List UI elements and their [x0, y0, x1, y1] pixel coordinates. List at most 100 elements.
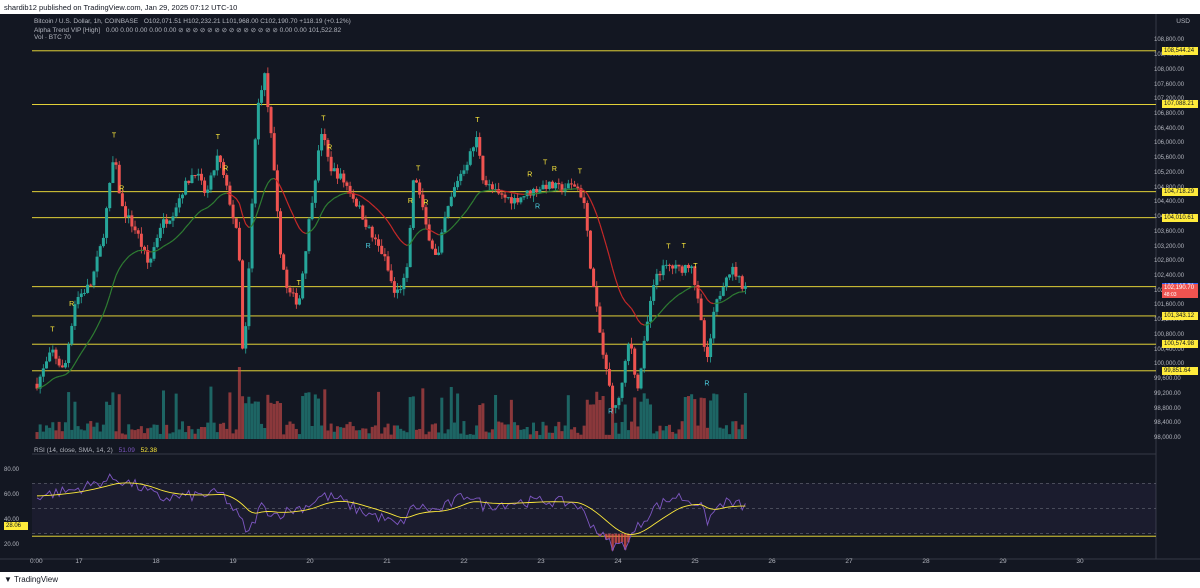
volume-bar: [130, 429, 134, 439]
volume-bar: [462, 421, 466, 439]
candle-body: [446, 206, 450, 217]
signal-marker-r: R: [552, 166, 557, 173]
alpha-trend-line: [371, 204, 376, 208]
volume-bar: [98, 431, 102, 439]
alpha-trend-line: [621, 296, 626, 303]
signal-marker-r: R: [69, 301, 74, 308]
candle-body: [105, 208, 109, 238]
candle-body: [171, 216, 175, 221]
candle-body: [92, 271, 96, 286]
volume-bar: [630, 421, 634, 439]
alpha-trend-line: [223, 192, 227, 195]
candle-body: [57, 358, 61, 366]
price-tick: 101,600.00: [1154, 302, 1185, 309]
signal-marker-r: R: [527, 171, 532, 178]
alpha-trend-line: [593, 206, 598, 215]
candle-body: [203, 180, 207, 193]
footer-brand: TradingView: [14, 575, 59, 584]
candle-body: [579, 188, 583, 198]
alpha-trend-line: [710, 302, 714, 305]
volume-bar: [139, 426, 143, 439]
candle-body: [576, 186, 580, 189]
alpha-trend-line: [102, 305, 108, 315]
candle-body: [585, 203, 589, 231]
volume-bar: [563, 425, 567, 439]
volume-bar: [177, 429, 181, 439]
alpha-trend-line: [653, 315, 658, 321]
candle-body: [588, 230, 592, 269]
volume-bar: [532, 422, 536, 439]
candle-body: [437, 252, 441, 255]
volume-bar: [740, 424, 744, 439]
candle-body: [544, 184, 548, 189]
volume-bar: [465, 434, 469, 439]
candle-body: [354, 198, 358, 207]
candle-body: [392, 281, 396, 293]
volume-bar: [70, 429, 74, 439]
volume-bar: [731, 421, 735, 439]
volume-bar: [203, 427, 207, 439]
candle-body: [598, 306, 602, 333]
key-level-label: 99,851.64: [1162, 366, 1198, 375]
alpha-trend-line: [586, 193, 591, 201]
volume-bar: [152, 424, 156, 439]
current-price-label: 102,190.70: [1162, 284, 1198, 292]
legend-symbol[interactable]: Bitcoin / U.S. Dollar, 1h, COINBASE: [34, 18, 139, 25]
alpha-trend-line: [400, 240, 405, 245]
volume-bar: [506, 424, 510, 439]
volume-bar: [497, 421, 501, 439]
volume-bar: [60, 431, 64, 439]
candle-body: [411, 180, 415, 228]
legend-symbol-row: Bitcoin / U.S. Dollar, 1h, COINBASE O102…: [34, 18, 355, 25]
alpha-trend-line: [226, 192, 231, 195]
currency-label[interactable]: USD: [1176, 18, 1190, 25]
time-tick: 25: [691, 558, 699, 565]
alpha-trend-line: [694, 286, 699, 289]
candle-body: [620, 382, 624, 398]
candle-body: [639, 368, 643, 389]
volume-bar: [241, 396, 245, 439]
volume-bar: [234, 429, 238, 439]
rsi-legend[interactable]: RSI (14, close, SMA, 14, 2): [34, 447, 113, 454]
alpha-trend-line: [144, 249, 148, 252]
signal-marker-t: T: [112, 133, 117, 140]
candle-body: [380, 245, 384, 255]
alpha-trend-line: [539, 192, 544, 194]
alpha-trend-line: [71, 363, 76, 369]
volume-bar: [668, 424, 671, 439]
volume-bar: [342, 427, 346, 439]
alpha-trend-line: [245, 223, 250, 228]
volume-bar: [522, 429, 526, 439]
time-tick: 21: [383, 558, 391, 565]
legend-volume[interactable]: Vol · BTC 70: [34, 34, 71, 41]
key-level-label: 104,010.61: [1162, 213, 1198, 222]
volume-bar: [165, 424, 169, 439]
volume-bar: [111, 392, 115, 439]
price-tick: 105,200.00: [1154, 169, 1185, 176]
volume-bar: [158, 433, 162, 439]
candle-body: [263, 73, 267, 91]
candle-body: [601, 332, 605, 355]
candle-body: [241, 260, 245, 349]
alpha-trend-line: [156, 248, 161, 251]
candle-body: [82, 292, 86, 294]
signal-marker-t: T: [50, 326, 55, 333]
candle-body: [212, 170, 216, 176]
volume-bar: [288, 421, 292, 439]
candle-body: [743, 285, 747, 289]
volume-bar: [642, 393, 646, 439]
alpha-trend-line: [299, 228, 304, 233]
rsi-legend-row: RSI (14, close, SMA, 14, 2) 51.09 52.38: [34, 447, 161, 454]
signal-marker-t: T: [543, 160, 548, 167]
candle-body: [721, 286, 725, 296]
alpha-trend-line: [387, 221, 392, 227]
candle-body: [550, 181, 554, 189]
candle-body: [718, 295, 722, 300]
legend-indicator-name[interactable]: Alpha Trend VIP [High]: [34, 27, 101, 34]
alpha-trend-line: [295, 222, 301, 229]
candle-body: [383, 254, 387, 257]
alpha-trend-line: [611, 268, 617, 280]
candle-body: [573, 184, 577, 187]
